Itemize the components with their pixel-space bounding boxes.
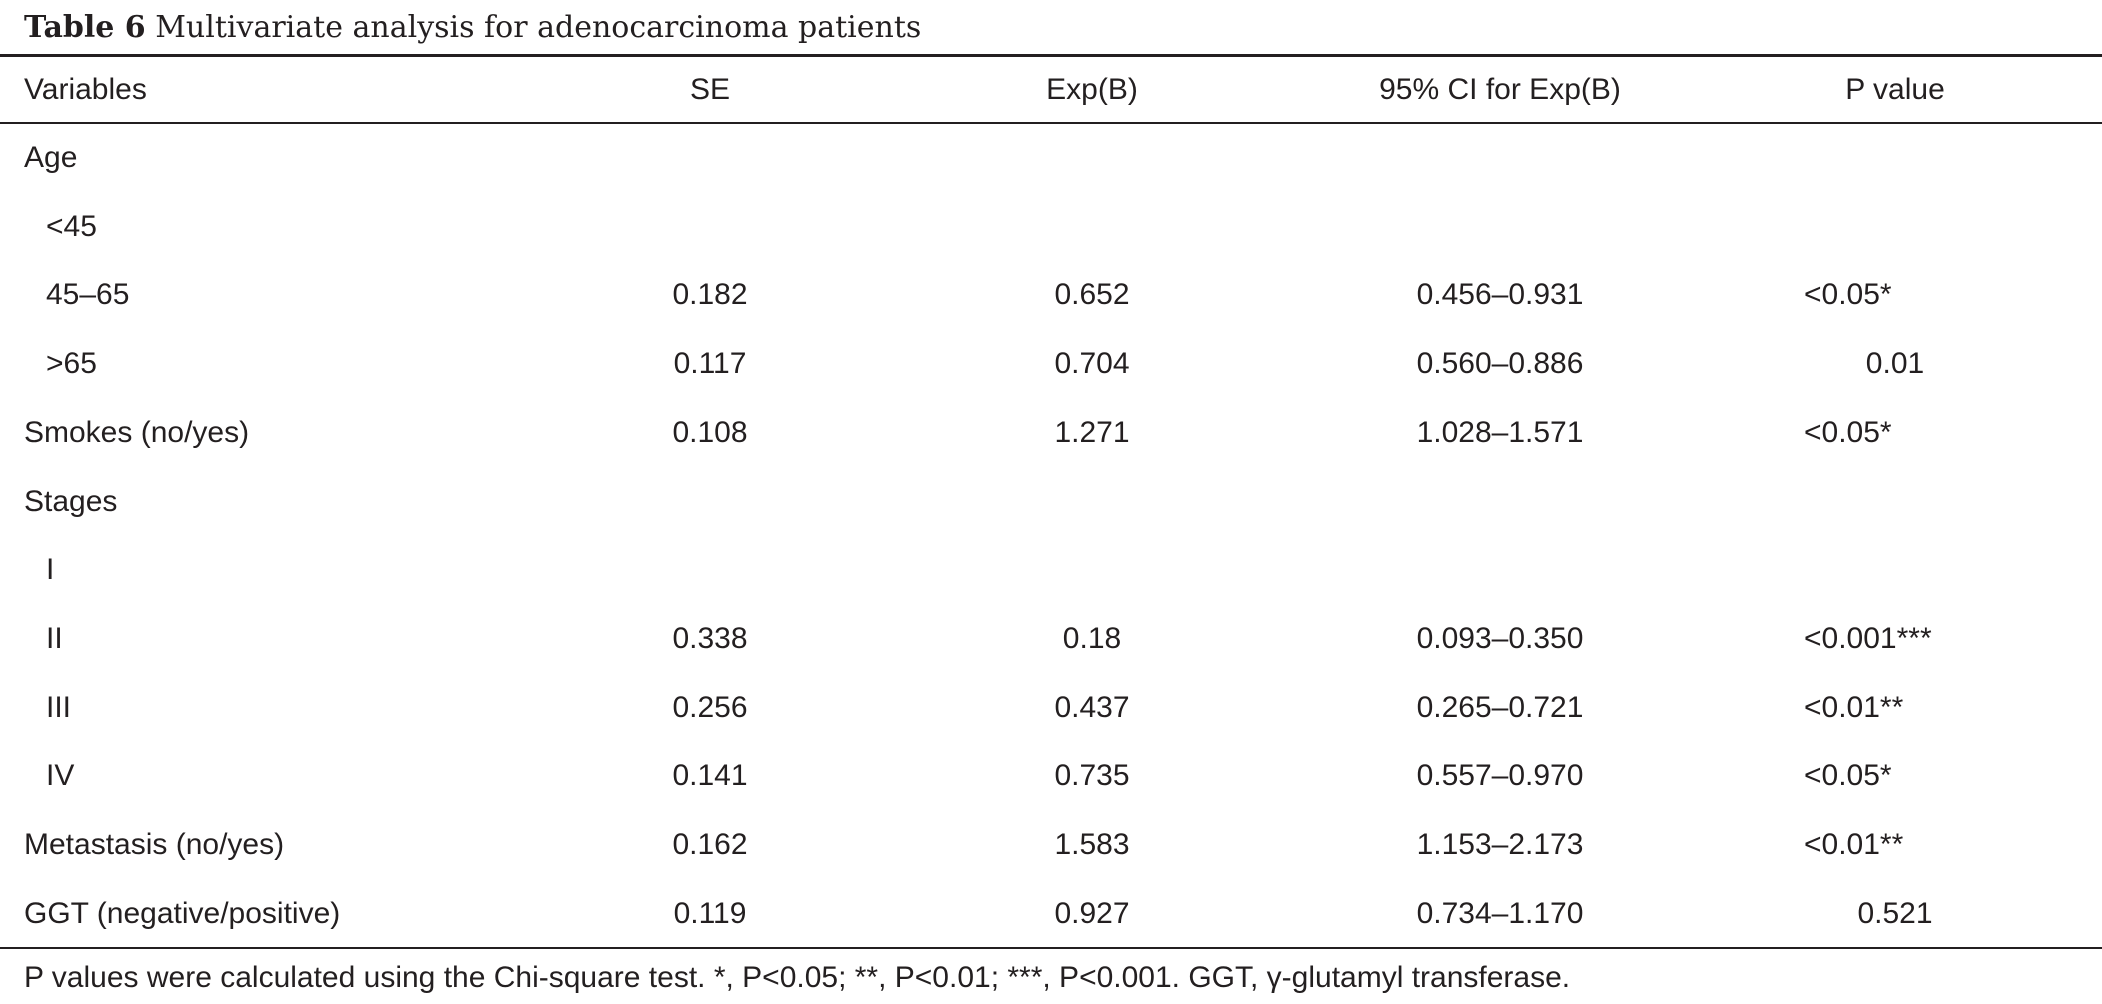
table-row: Smokes (no/yes) 0.108 1.271 1.028–1.571 … — [0, 399, 2102, 468]
table-row: Stages — [0, 468, 2102, 537]
cell-se: 0.141 — [672, 759, 748, 793]
table-row: Metastasis (no/yes) 0.162 1.583 1.153–2.… — [0, 811, 2102, 880]
header-p-value: P value — [1845, 73, 1945, 106]
cell-ci: 1.153–2.173 — [1416, 828, 1584, 861]
cell-p-value: <0.001*** — [1804, 621, 1932, 655]
cell-se: 0.119 — [673, 896, 747, 930]
cell-p-value: <0.05* — [1804, 415, 1892, 449]
cell-ci: 0.456–0.931 — [1416, 278, 1584, 312]
cell-variable: 45–65 — [46, 278, 130, 312]
cell-variable: >65 — [46, 347, 97, 381]
cell-variable: Age — [24, 141, 78, 174]
table-body: Age <45 45–65 0.182 0.652 0.456–0.931 <0… — [0, 124, 2102, 947]
cell-variable: II — [46, 621, 63, 655]
cell-variable: III — [46, 690, 72, 724]
cell-p-value: <0.01** — [1804, 690, 1904, 724]
cell-variable: IV — [46, 759, 75, 793]
table-row: 45–65 0.182 0.652 0.456–0.931 <0.05* — [0, 261, 2102, 330]
cell-p-value: 0.01 — [1865, 347, 1925, 381]
cell-ci: 0.560–0.886 — [1416, 347, 1584, 381]
cell-p-value: 0.521 — [1857, 896, 1933, 930]
top-rule — [0, 54, 2102, 57]
cell-ci: 1.028–1.571 — [1416, 415, 1584, 449]
cell-variable: <45 — [46, 209, 97, 243]
cell-variable: Stages — [24, 484, 118, 518]
table-caption-text: Multivariate analysis for adenocarcinoma… — [155, 10, 922, 45]
cell-variable: GGT (negative/positive) — [24, 896, 341, 930]
bottom-rule — [0, 947, 2102, 949]
table-row: III 0.256 0.437 0.265–0.721 <0.01** — [0, 674, 2102, 743]
cell-exp: 1.583 — [1054, 828, 1130, 861]
header-exp: Exp(B) — [1046, 73, 1138, 106]
cell-se: 0.117 — [673, 347, 747, 381]
cell-p-value: <0.01** — [1804, 828, 1904, 861]
table-caption-label: Table 6 — [24, 10, 146, 45]
cell-se: 0.338 — [672, 621, 748, 655]
cell-exp: 0.652 — [1054, 278, 1130, 312]
cell-se: 0.256 — [672, 690, 748, 724]
header-variables: Variables — [24, 73, 147, 106]
cell-variable: Smokes (no/yes) — [24, 415, 250, 449]
table-row: >65 0.117 0.704 0.560–0.886 0.01 — [0, 330, 2102, 399]
cell-p-value: <0.05* — [1804, 278, 1892, 312]
table-row: I — [0, 536, 2102, 605]
table-row: II 0.338 0.18 0.093–0.350 <0.001*** — [0, 605, 2102, 674]
header-rule — [0, 122, 2102, 124]
cell-exp: 0.735 — [1054, 759, 1130, 793]
cell-se: 0.182 — [672, 278, 748, 312]
cell-exp: 1.271 — [1054, 415, 1130, 449]
table-header-row: Variables SE Exp(B) 95% CI for Exp(B) P … — [0, 57, 2102, 122]
table-caption: Table 6 Multivariate analysis for adenoc… — [24, 6, 921, 50]
cell-variable: I — [46, 553, 55, 587]
table-row: GGT (negative/positive) 0.119 0.927 0.73… — [0, 880, 2102, 949]
cell-ci: 0.265–0.721 — [1416, 690, 1584, 724]
table-row: IV 0.141 0.735 0.557–0.970 <0.05* — [0, 742, 2102, 811]
cell-exp: 0.704 — [1054, 347, 1130, 381]
cell-exp: 0.437 — [1054, 690, 1130, 724]
table-row: <45 — [0, 193, 2102, 262]
table-footnote: P values were calculated using the Chi-s… — [24, 961, 1571, 994]
header-se: SE — [689, 73, 731, 106]
cell-se: 0.108 — [672, 415, 748, 449]
header-ci: 95% CI for Exp(B) — [1379, 73, 1621, 106]
cell-exp: 0.18 — [1062, 621, 1122, 655]
cell-ci: 0.093–0.350 — [1416, 621, 1584, 655]
cell-variable: Metastasis (no/yes) — [24, 828, 285, 861]
cell-ci: 0.557–0.970 — [1416, 759, 1584, 793]
cell-exp: 0.927 — [1054, 896, 1130, 930]
cell-se: 0.162 — [672, 828, 748, 861]
cell-p-value: <0.05* — [1804, 759, 1892, 793]
cell-ci: 0.734–1.170 — [1416, 896, 1584, 930]
table-row: Age — [0, 124, 2102, 193]
